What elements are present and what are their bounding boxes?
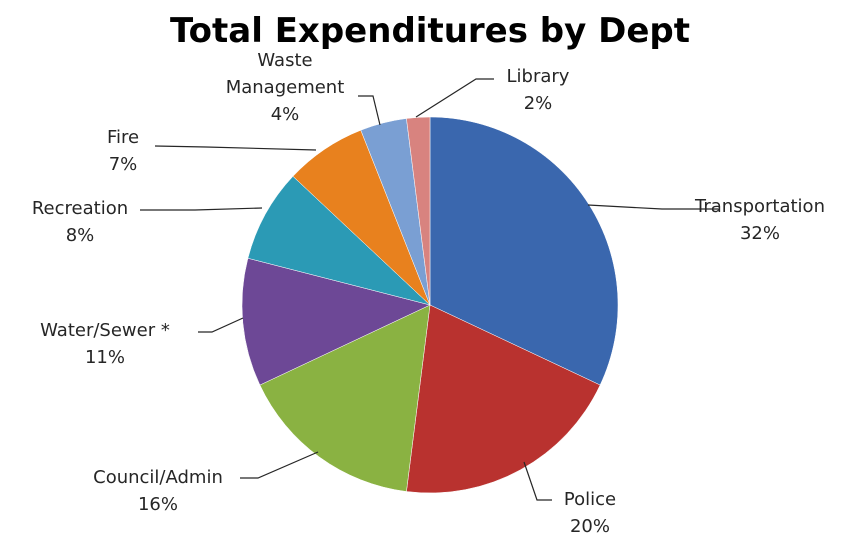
pie-slice-library	[406, 116, 431, 306]
data-label-library: Library 2%	[507, 66, 570, 114]
leader-line-police	[523, 461, 552, 501]
data-label-waste-management: Waste Management 4%	[226, 50, 345, 125]
data-label-fire: Fire 7%	[107, 127, 139, 175]
pie-slice-police	[406, 304, 601, 494]
pie-slices	[241, 116, 619, 494]
data-label-transportation: Transportation 32%	[694, 196, 825, 244]
leader-line-library	[415, 78, 494, 118]
leader-line-council-admin	[240, 451, 319, 479]
leader-line-waste-management	[358, 95, 381, 126]
data-label-police: Police 20%	[564, 489, 616, 537]
leader-line-fire	[154, 145, 317, 151]
pie-slice-water-sewer	[241, 257, 431, 386]
data-label-council-admin: Council/Admin 16%	[93, 467, 223, 515]
data-label-water-sewer: Water/Sewer * 11%	[40, 320, 170, 368]
pie-slice-transportation	[429, 116, 619, 386]
leader-line-recreation	[140, 207, 263, 211]
leader-line-transportation	[587, 204, 718, 210]
pie-slice-recreation	[247, 175, 431, 306]
chart-title: Total Expenditures by Dept	[170, 11, 690, 51]
pie-slice-council-admin	[259, 304, 431, 492]
data-label-recreation: Recreation 8%	[32, 198, 128, 246]
data-labels: Transportation 32% Police 20% Council/Admin 1…	[32, 50, 825, 537]
leader-lines	[140, 78, 718, 501]
leader-line-water-sewer	[198, 317, 244, 333]
